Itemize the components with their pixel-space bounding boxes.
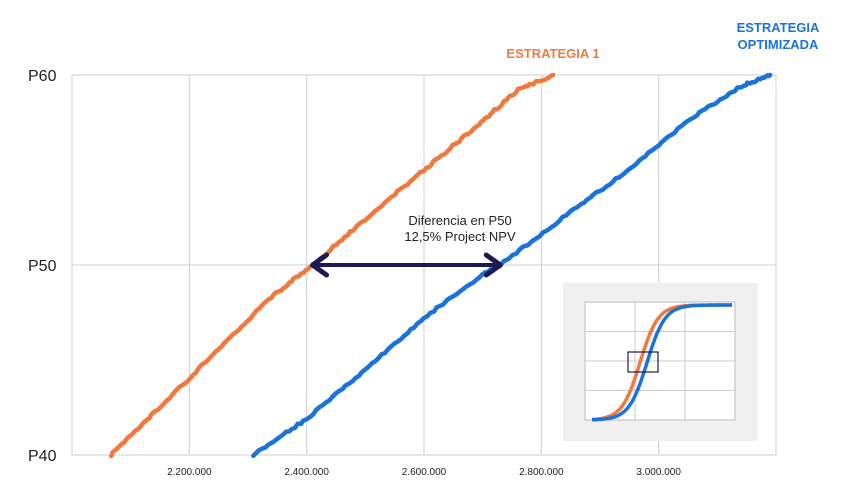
- annotation-line-2: 12,5% Project NPV: [404, 229, 516, 244]
- series-labels: ESTRATEGIA 1 ESTRATEGIA OPTIMIZADA: [506, 20, 820, 61]
- x-tick-label: 2.600.000: [402, 467, 447, 478]
- inset-zoom-box: [627, 351, 659, 373]
- x-tick-label: 2.800.000: [519, 467, 564, 478]
- grid: [71, 74, 777, 456]
- p50-arrow-left-head: [310, 252, 330, 278]
- series-label-estrategia-1: ESTRATEGIA 1: [506, 46, 599, 61]
- y-tick-label: P40: [28, 448, 57, 465]
- inset-series-blue: [592, 303, 732, 422]
- y-axis-ticks: P60 P50 P40: [28, 68, 57, 465]
- series-label-estrategia-optimizada: ESTRATEGIA: [737, 20, 820, 35]
- x-tick-label: 2.200.000: [167, 467, 212, 478]
- x-tick-label: 2.400.000: [284, 467, 329, 478]
- series-label-estrategia-optimizada: OPTIMIZADA: [738, 37, 819, 52]
- y-tick-label: P60: [28, 68, 57, 85]
- p50-arrow-right-head: [483, 252, 503, 278]
- x-axis-ticks: 2.200.000 2.400.000 2.600.000 2.800.000 3.00…: [167, 467, 681, 478]
- x-tick-label: 3.000.000: [636, 467, 681, 478]
- annotation-line-1: Diferencia en P50: [408, 213, 511, 228]
- series-line-1: [109, 72, 556, 459]
- inset-cdf-chart: [563, 283, 758, 441]
- y-tick-label: P50: [28, 258, 57, 275]
